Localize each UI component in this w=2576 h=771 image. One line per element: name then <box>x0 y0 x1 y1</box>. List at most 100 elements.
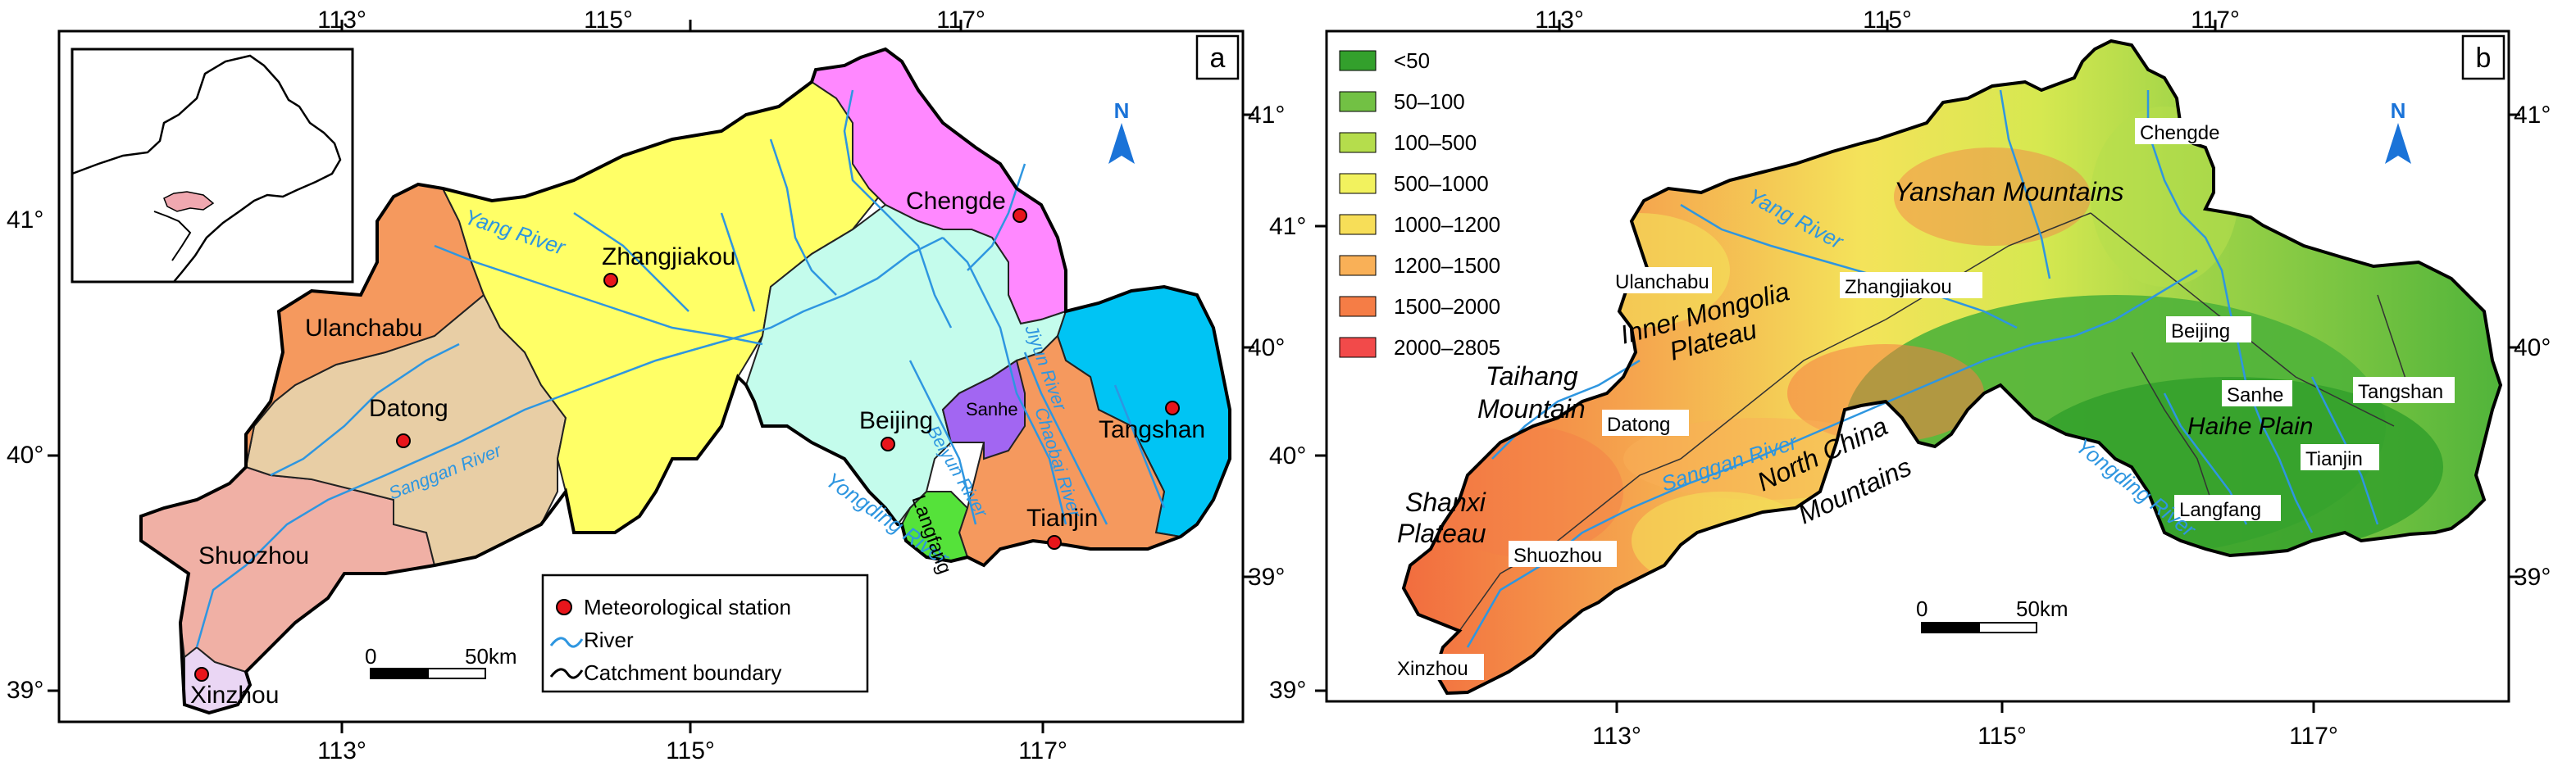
panel-b-scale-bar: 0 50km <box>1916 596 2069 633</box>
label-yanshan: Yanshan Mountains <box>1894 177 2123 206</box>
station-chengde <box>1013 208 1027 223</box>
label-box-beijing <box>2166 316 2251 342</box>
panel-a-catchment-boundary <box>139 47 1231 715</box>
station-tianjin <box>1047 535 1062 550</box>
panel-b-right-lat-40: 40° <box>2514 334 2551 361</box>
dem-ridge-3 <box>1894 147 2091 246</box>
label-datong-b: Datong <box>1607 414 1670 436</box>
panel-b-letter: b <box>2476 43 2492 74</box>
panel-b-top-lon-115: 115° <box>1863 7 1912 34</box>
legend-label-2: 100–500 <box>1394 130 1477 155</box>
panel-b-bottom-lon-113: 113° <box>1592 723 1641 750</box>
inset-frame <box>71 48 354 283</box>
label-box-tianjin <box>2301 444 2379 470</box>
legend-label-7: 2000–2805 <box>1394 335 1500 360</box>
scale-zero-b: 0 <box>1916 596 1927 621</box>
panel-a-bottom-lon-115: 115° <box>666 737 715 764</box>
label-box-sanhe <box>2222 380 2292 406</box>
station-xinzhou <box>194 667 209 682</box>
scale-bar-black-a <box>370 668 429 679</box>
label-datong-a: Datong <box>369 395 448 422</box>
north-label-b: N <box>2391 98 2406 123</box>
panel-a-right-lat-39: 39° <box>1248 564 1285 591</box>
legend-label-4: 1000–1200 <box>1394 212 1500 237</box>
label-zhangjiakou-a: Zhangjiakou <box>602 243 735 270</box>
panel-b-city-labels: Chengde Ulanchabu Zhangjiakou Beijing Sa… <box>1392 118 2455 680</box>
inset-outline <box>71 54 342 283</box>
label-chengde-b: Chengde <box>2140 122 2219 144</box>
panel-a-inset-map <box>71 48 354 283</box>
panel-b-letter-box <box>2461 34 2505 80</box>
legend-river-label: River <box>584 628 634 652</box>
station-zhangjiakou <box>603 273 618 288</box>
station-tangshan <box>1165 401 1180 415</box>
panel-b: 113° 115° 117° 113° 115° 117° 41° 40° 39… <box>1269 7 2551 750</box>
panel-a-left-lat-41: 41° <box>7 206 43 234</box>
legend-label-6: 1500–2000 <box>1394 294 1500 319</box>
legend-label-3: 500–1000 <box>1394 171 1489 196</box>
panel-b-top-lon-113: 113° <box>1535 7 1584 34</box>
label-tangshan-a: Tangshan <box>1099 416 1205 443</box>
scale-bar-black-b <box>1921 622 1980 633</box>
legend-boundary-icon <box>549 668 584 679</box>
scale-end-a: 50km <box>465 644 517 669</box>
label-langfang-b: Langfang <box>2179 499 2261 521</box>
label-beijing-a: Beijing <box>859 407 933 434</box>
panel-b-legend: <50 50–100 100–500 500–1000 1000–1200 12… <box>1339 48 1500 360</box>
panel-a-letter: a <box>1210 43 1226 74</box>
panel-a-legend: Meteorological station River Catchment b… <box>541 574 869 693</box>
panel-a-bottom-lon-117: 117° <box>1018 737 1067 764</box>
panel-a-top-lon-113: 113° <box>317 7 366 34</box>
panel-b-subbasin-lines <box>1459 212 2411 632</box>
label-sanhe-b: Sanhe <box>2227 384 2283 406</box>
label-box-xinzhou <box>1392 654 1484 680</box>
label-chengde-a: Chengde <box>906 188 1006 215</box>
panel-b-right-lat-39: 39° <box>2514 564 2551 591</box>
label-box-tangshan <box>2353 377 2455 403</box>
scale-end-b: 50km <box>2016 596 2069 621</box>
legend-swatch-2 <box>1339 132 1377 153</box>
legend-swatch-6 <box>1339 296 1377 317</box>
legend-swatch-7 <box>1339 337 1377 358</box>
region-sanhe <box>941 359 1026 460</box>
panel-a-right-lat-40: 40° <box>1248 334 1285 361</box>
label-tianjin-b: Tianjin <box>2305 448 2363 470</box>
scale-bar-white-a <box>427 668 486 679</box>
panel-a-north-arrow: N <box>1108 98 1135 164</box>
label-shanxi-2: Plateau <box>1397 519 1486 548</box>
panel-a-left-lat-40: 40° <box>7 442 43 469</box>
scale-bar-white-b <box>1978 622 2037 633</box>
panel-a-letter-box <box>1195 34 1240 80</box>
north-label-a: N <box>1114 98 1130 123</box>
panel-a-right-lat-41: 41° <box>1248 102 1285 129</box>
legend-station-label: Meteorological station <box>584 595 791 619</box>
legend-boundary-label: Catchment boundary <box>584 660 781 685</box>
label-box-langfang <box>2174 495 2281 521</box>
panel-b-left-lat-39: 39° <box>1269 677 1306 704</box>
panel-b-left-lat-41: 41° <box>1269 213 1306 240</box>
dem-north <box>2091 107 2238 287</box>
panel-a-stations <box>194 208 1180 682</box>
legend-swatch-4 <box>1339 214 1377 235</box>
label-xinzhou-b: Xinzhou <box>1397 658 1468 680</box>
legend-label-1: 50–100 <box>1394 89 1465 114</box>
legend-station-icon <box>556 599 572 615</box>
panel-b-north-arrow: N <box>2385 98 2411 164</box>
legend-box-a <box>541 574 869 693</box>
label-taihang-1: Taihang <box>1486 361 1578 391</box>
label-box-zhangjiakou <box>1840 272 1982 298</box>
legend-river-icon <box>549 637 584 648</box>
label-tangshan-b: Tangshan <box>2358 381 2443 403</box>
inset-coast <box>153 211 192 261</box>
label-beijing-b: Beijing <box>2171 320 2230 342</box>
label-ulanchabu-b: Ulanchabu <box>1615 271 1709 293</box>
panel-b-ticks <box>1315 20 2520 713</box>
label-box-datong <box>1602 410 1689 436</box>
legend-label-0: <50 <box>1394 48 1430 73</box>
label-zhangjiakou-b: Zhangjiakou <box>1845 276 1952 298</box>
dem-ridge-1 <box>1787 344 1984 442</box>
panel-a-left-lat-39: 39° <box>7 677 43 704</box>
legend-swatch-3 <box>1339 173 1377 194</box>
panel-a-scale-bar: 0 50km <box>365 644 517 679</box>
